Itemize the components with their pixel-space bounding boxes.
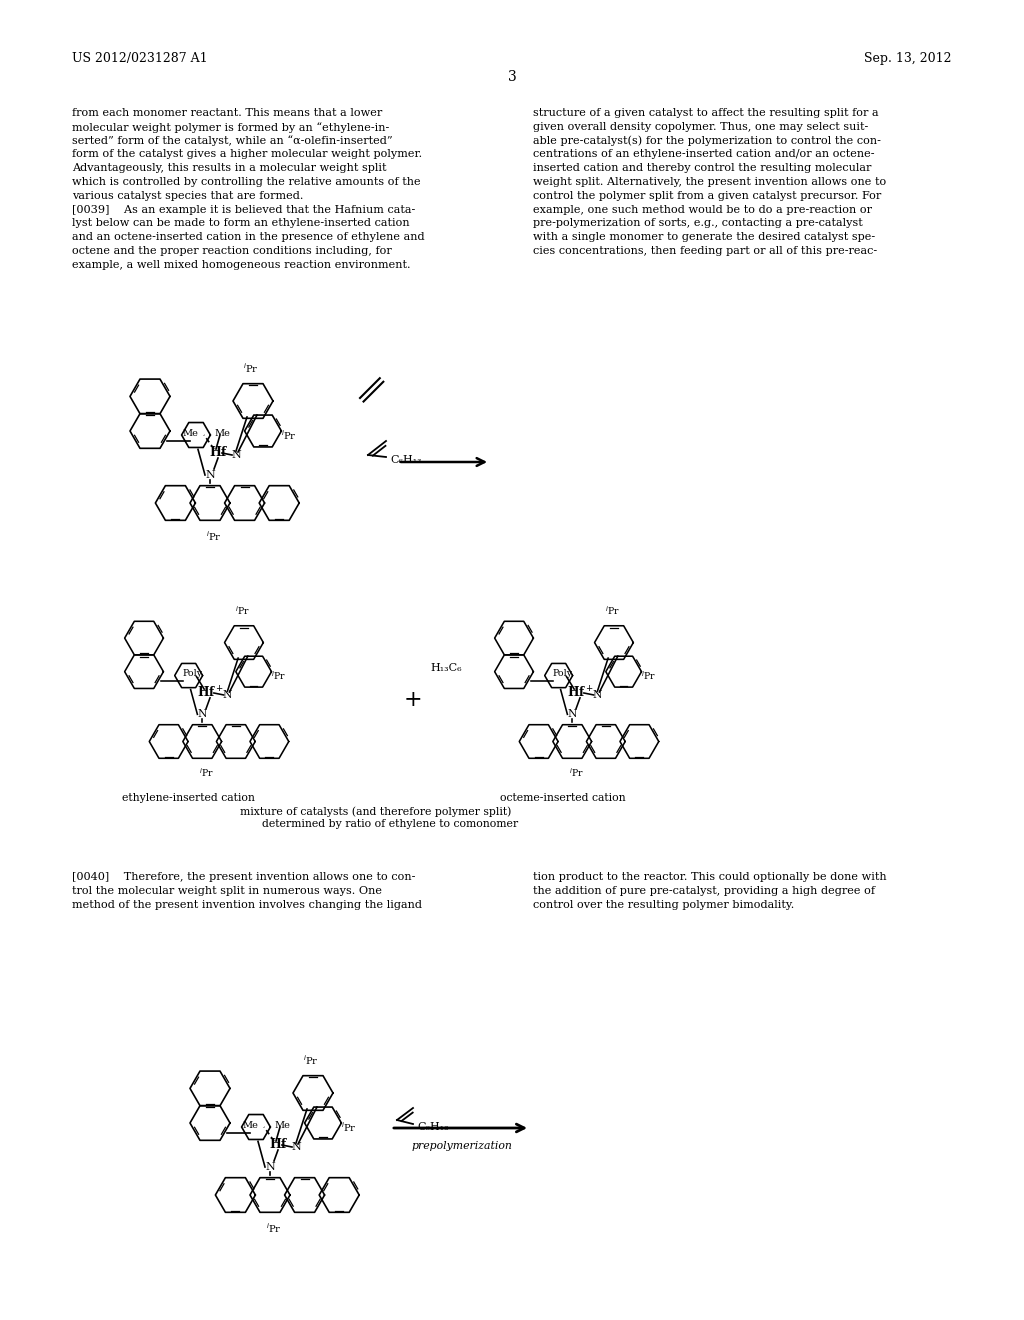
Text: Advantageously, this results in a molecular weight split: Advantageously, this results in a molecu…: [72, 164, 386, 173]
Text: [0039]    As an example it is believed that the Hafnium cata-: [0039] As an example it is believed that…: [72, 205, 416, 215]
Text: 3: 3: [508, 70, 516, 84]
Text: octeme-inserted cation: octeme-inserted cation: [500, 793, 626, 803]
Text: C₆H₁₃: C₆H₁₃: [390, 455, 422, 465]
Text: $^i$Pr: $^i$Pr: [206, 529, 222, 543]
Text: US 2012/0231287 A1: US 2012/0231287 A1: [72, 51, 208, 65]
Text: able pre-catalyst(s) for the polymerization to control the con-: able pre-catalyst(s) for the polymerizat…: [534, 136, 881, 147]
Text: Hf$^+$: Hf$^+$: [566, 685, 593, 701]
Text: with a single monomer to generate the desired catalyst spe-: with a single monomer to generate the de…: [534, 232, 876, 242]
Text: +: +: [403, 689, 422, 711]
Text: $^i$Pr: $^i$Pr: [234, 605, 250, 618]
Text: control the polymer split from a given catalyst precursor. For: control the polymer split from a given c…: [534, 191, 882, 201]
Text: Poly: Poly: [182, 669, 203, 678]
Text: centrations of an ethylene-inserted cation and/or an octene-: centrations of an ethylene-inserted cati…: [534, 149, 874, 160]
Text: N: N: [198, 709, 207, 719]
Text: $^i$Pr: $^i$Pr: [568, 767, 584, 779]
Text: N: N: [567, 709, 577, 719]
Text: from each monomer reactant. This means that a lower: from each monomer reactant. This means t…: [72, 108, 382, 117]
Text: $^i$Pr: $^i$Pr: [341, 1121, 356, 1134]
Text: molecular weight polymer is formed by an “ethylene-in-: molecular weight polymer is formed by an…: [72, 121, 389, 132]
Text: mixture of catalysts (and therefore polymer split): mixture of catalysts (and therefore poly…: [240, 807, 511, 817]
Text: Me: Me: [214, 429, 229, 437]
Text: weight split. Alternatively, the present invention allows one to: weight split. Alternatively, the present…: [534, 177, 886, 187]
Text: $^i$Pr: $^i$Pr: [271, 669, 286, 682]
Text: form of the catalyst gives a higher molecular weight polymer.: form of the catalyst gives a higher mole…: [72, 149, 422, 160]
Text: given overall density copolymer. Thus, one may select suit-: given overall density copolymer. Thus, o…: [534, 121, 868, 132]
Text: C₆H₁₃: C₆H₁₃: [417, 1122, 449, 1133]
Text: control over the resulting polymer bimodality.: control over the resulting polymer bimod…: [534, 900, 795, 909]
Text: $^i$Pr: $^i$Pr: [199, 767, 214, 779]
Text: trol the molecular weight split in numerous ways. One: trol the molecular weight split in numer…: [72, 886, 382, 896]
Text: the addition of pure pre-catalyst, providing a high degree of: the addition of pure pre-catalyst, provi…: [534, 886, 874, 896]
Text: N: N: [223, 690, 232, 700]
Text: and an octene-inserted cation in the presence of ethylene and: and an octene-inserted cation in the pre…: [72, 232, 425, 242]
Text: N: N: [265, 1162, 274, 1172]
Text: Hf$^+$: Hf$^+$: [197, 685, 223, 701]
Text: N: N: [205, 470, 215, 480]
Text: ethylene-inserted cation: ethylene-inserted cation: [122, 793, 255, 803]
Text: structure of a given catalyst to affect the resulting split for a: structure of a given catalyst to affect …: [534, 108, 879, 117]
Text: N: N: [593, 690, 602, 700]
Text: Hf: Hf: [269, 1138, 287, 1151]
Text: Me: Me: [274, 1121, 290, 1130]
Text: $^i$Pr: $^i$Pr: [303, 1053, 318, 1067]
Text: method of the present invention involves changing the ligand: method of the present invention involves…: [72, 900, 422, 909]
Text: example, a well mixed homogeneous reaction environment.: example, a well mixed homogeneous reacti…: [72, 260, 411, 269]
Text: Hf: Hf: [209, 446, 226, 459]
Text: $^i$Pr: $^i$Pr: [243, 362, 259, 375]
Text: $^i$Pr: $^i$Pr: [266, 1221, 282, 1234]
Text: determined by ratio of ethylene to comonomer: determined by ratio of ethylene to comon…: [262, 818, 518, 829]
Text: example, one such method would be to do a pre-reaction or: example, one such method would be to do …: [534, 205, 872, 215]
Text: tion product to the reactor. This could optionally be done with: tion product to the reactor. This could …: [534, 873, 887, 882]
Text: Sep. 13, 2012: Sep. 13, 2012: [864, 51, 952, 65]
Text: [0040]    Therefore, the present invention allows one to con-: [0040] Therefore, the present invention …: [72, 873, 416, 882]
Text: $^i$Pr: $^i$Pr: [604, 605, 620, 618]
Text: Poly: Poly: [553, 669, 572, 678]
Text: inserted cation and thereby control the resulting molecular: inserted cation and thereby control the …: [534, 164, 871, 173]
Text: Me: Me: [182, 429, 198, 437]
Text: cies concentrations, then feeding part or all of this pre-reac-: cies concentrations, then feeding part o…: [534, 246, 878, 256]
Text: N: N: [231, 450, 241, 459]
Text: $^i$Pr: $^i$Pr: [641, 669, 656, 682]
Text: N: N: [291, 1142, 301, 1152]
Text: pre-polymerization of sorts, e.g., contacting a pre-catalyst: pre-polymerization of sorts, e.g., conta…: [534, 218, 863, 228]
Text: $^i$Pr: $^i$Pr: [281, 428, 297, 442]
Text: octene and the proper reaction conditions including, for: octene and the proper reaction condition…: [72, 246, 392, 256]
Text: Me: Me: [242, 1121, 258, 1130]
Text: which is controlled by controlling the relative amounts of the: which is controlled by controlling the r…: [72, 177, 421, 187]
Text: serted” form of the catalyst, while an “α-olefin-inserted”: serted” form of the catalyst, while an “…: [72, 136, 392, 147]
Text: various catalyst species that are formed.: various catalyst species that are formed…: [72, 191, 303, 201]
Text: lyst below can be made to form an ethylene-inserted cation: lyst below can be made to form an ethyle…: [72, 218, 410, 228]
Text: prepolymerization: prepolymerization: [412, 1140, 512, 1151]
Text: H₁₃C₆: H₁₃C₆: [430, 663, 462, 673]
